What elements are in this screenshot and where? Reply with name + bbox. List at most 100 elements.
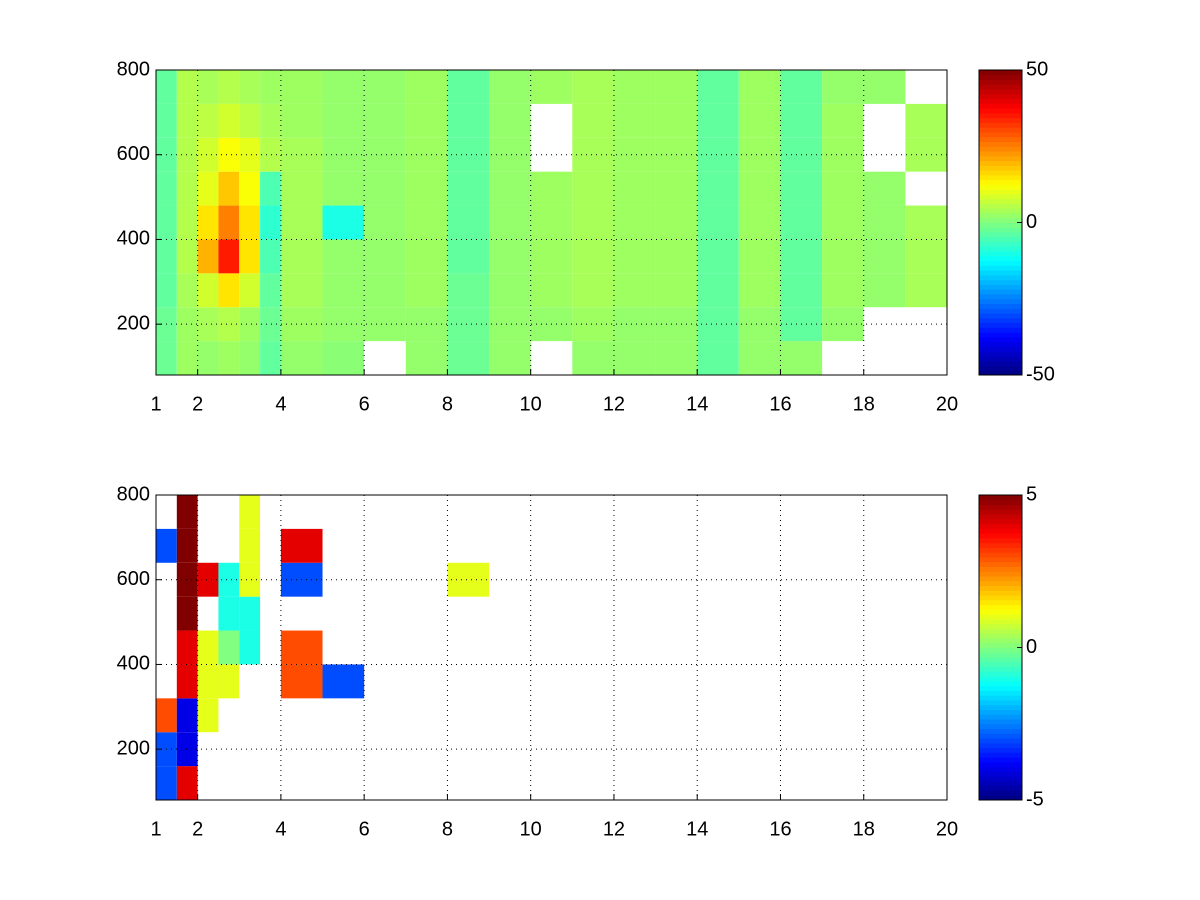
colorbar-step — [979, 332, 1022, 338]
colorbar-step — [979, 208, 1022, 214]
colorbar-step — [979, 222, 1022, 228]
heatmap-cell — [863, 171, 906, 206]
colorbar-step — [979, 723, 1022, 730]
heatmap-cell — [697, 273, 739, 308]
heatmap-cell — [572, 171, 614, 206]
heatmap-cell — [780, 70, 823, 104]
heatmap-cell — [822, 205, 864, 240]
colorbar-step — [979, 604, 1022, 610]
colorbar-step — [979, 174, 1022, 181]
heatmap-cell — [905, 103, 947, 138]
heatmap-cell — [280, 239, 323, 274]
heatmap-cell — [697, 171, 739, 206]
heatmap-cell — [447, 70, 490, 104]
colorbar-step — [979, 652, 1022, 658]
heatmap-cell — [218, 205, 240, 240]
heatmap-cell — [218, 137, 240, 172]
heatmap-cell — [176, 664, 198, 699]
colorbar-step — [979, 79, 1022, 85]
heatmap-cell — [822, 137, 864, 172]
heatmap-cell — [239, 273, 261, 308]
colorbar-step — [979, 70, 1022, 76]
heatmap-cell — [530, 70, 573, 104]
colorbar-step — [979, 771, 1022, 777]
heatmap-cell — [176, 341, 198, 375]
colorbar-tick-label: 5 — [1026, 483, 1037, 505]
heatmap-cell — [489, 307, 531, 342]
colorbar-step — [979, 718, 1022, 725]
heatmap-cell — [156, 171, 177, 206]
colorbar-step — [979, 193, 1022, 200]
heatmap-cell — [260, 341, 281, 375]
colorbar-step — [979, 93, 1022, 100]
heatmap-cell — [447, 562, 490, 597]
colorbar-step — [979, 198, 1022, 204]
heatmap-cell — [197, 698, 219, 733]
heatmap-cell — [572, 307, 614, 342]
heatmap-cell — [489, 239, 531, 274]
y-tick-label: 200 — [117, 312, 150, 334]
colorbar-step — [979, 322, 1022, 328]
heatmap-cell — [905, 239, 947, 274]
heatmap-cell — [239, 205, 261, 240]
colorbar-step — [979, 227, 1022, 233]
x-tick-label: 20 — [936, 818, 958, 840]
heatmap-cell — [738, 307, 781, 342]
colorbar-step — [979, 151, 1022, 157]
colorbar-step — [979, 728, 1022, 734]
colorbar-step — [979, 537, 1022, 544]
heatmap-cell — [364, 103, 406, 138]
heatmap-cell — [280, 70, 323, 104]
colorbar-step — [979, 618, 1022, 625]
colorbar-step — [979, 146, 1022, 152]
heatmap-cell — [655, 70, 698, 104]
colorbar-step — [979, 547, 1022, 553]
heatmap-cell — [863, 70, 906, 104]
heatmap-cell — [405, 205, 448, 240]
heatmap-cell — [572, 273, 614, 308]
colorbar-step — [979, 303, 1022, 309]
x-tick-label: 16 — [769, 393, 791, 415]
heatmap-cell — [655, 205, 698, 240]
heatmap-cell — [405, 103, 448, 138]
heatmap-cell — [572, 137, 614, 172]
heatmap-cell — [489, 70, 531, 104]
heatmap-cell — [405, 70, 448, 104]
colorbar-step — [979, 657, 1022, 663]
heatmap-cell — [280, 205, 323, 240]
heatmap-cell — [322, 70, 365, 104]
heatmap-cell — [697, 70, 739, 104]
colorbar-step — [979, 160, 1022, 166]
heatmap-cell — [197, 137, 219, 172]
x-tick-label: 6 — [359, 393, 370, 415]
colorbar-step — [979, 566, 1022, 572]
colorbar-step — [979, 704, 1022, 710]
colorbar-step — [979, 676, 1022, 682]
heatmap-cell — [197, 664, 219, 699]
heatmap-cell — [260, 273, 281, 308]
colorbar-step — [979, 637, 1022, 644]
colorbar-step — [979, 595, 1022, 601]
heatmap-cell — [738, 205, 781, 240]
heatmap-cell — [176, 495, 198, 529]
heatmap-cell — [260, 70, 281, 104]
colorbar-step — [979, 556, 1022, 563]
heatmap-cell — [530, 273, 573, 308]
colorbar-step — [979, 179, 1022, 185]
x-tick-label: 12 — [603, 818, 625, 840]
heatmap-cell — [530, 239, 573, 274]
colorbar-step — [979, 74, 1022, 81]
colorbar-step — [979, 714, 1022, 720]
heatmap-cell — [176, 562, 198, 597]
heatmap-cell — [489, 171, 531, 206]
colorbar-step — [979, 112, 1022, 119]
heatmap-cell — [530, 171, 573, 206]
heatmap-cell — [156, 273, 177, 308]
colorbar-step — [979, 571, 1022, 577]
heatmap-cell — [822, 239, 864, 274]
x-tick-label: 4 — [275, 818, 286, 840]
heatmap-cell — [572, 205, 614, 240]
colorbar-step — [979, 666, 1022, 672]
heatmap-cell — [364, 70, 406, 104]
colorbar-step — [979, 790, 1022, 796]
